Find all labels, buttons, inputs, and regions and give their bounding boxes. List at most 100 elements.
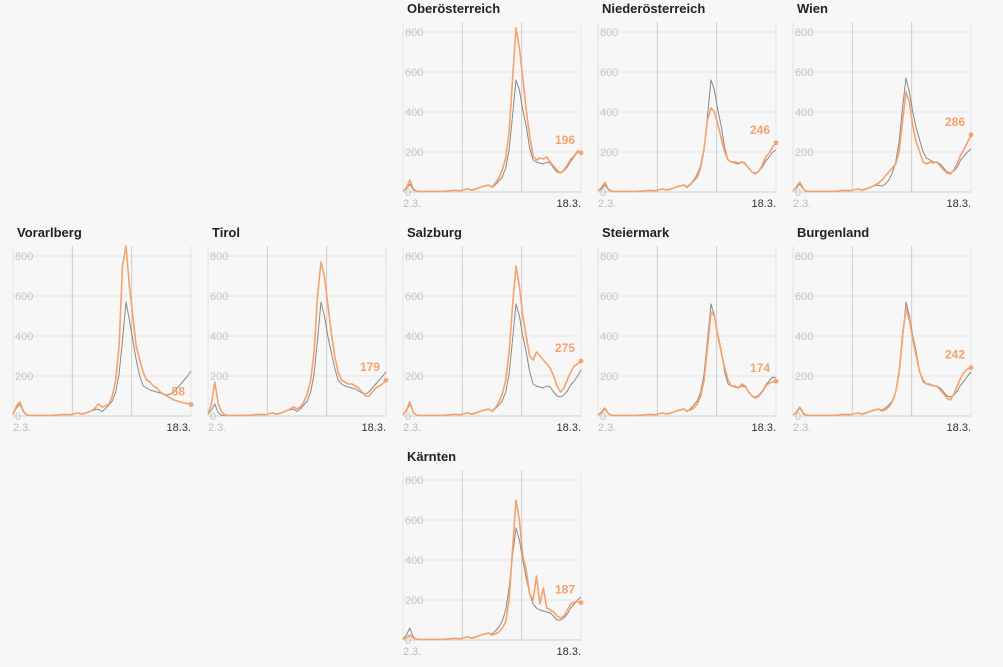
chart-burgenland: Burgenland 0 200 400 600 800 242 2.3. 18.3. [785,224,975,439]
series-line-orange [207,261,387,417]
series-line-orange [402,27,582,193]
chart-wien: Wien 0 200 400 600 800 286 2.3. 18.3. [785,0,975,215]
x-tick-label-start: 2.3. [793,422,811,434]
end-value-label: 196 [555,133,575,147]
y-tick-label: 800 [795,27,813,39]
y-tick-label: 0 [405,187,411,199]
x-tick-label-end: 18.3. [557,198,581,210]
x-tick-label-end: 18.3. [557,646,581,658]
plot-area [598,246,776,416]
y-tick-label: 800 [405,475,423,487]
chart-svg: 0 200 400 600 800 246 2.3. 18.3. [597,22,779,210]
y-tick-label: 800 [795,251,813,263]
chart-title: Oberösterreich [407,1,501,16]
plot-area [403,246,581,416]
y-tick-label: 400 [600,107,618,119]
y-tick-label: 600 [600,291,618,303]
x-tick-label-start: 2.3. [13,422,31,434]
chart-svg: 0 200 400 600 800 242 2.3. 18.3. [792,246,974,434]
y-tick-label: 800 [405,27,423,39]
series-line-orange [597,107,777,193]
x-tick-label-start: 2.3. [403,646,421,658]
y-tick-label: 400 [405,331,423,343]
y-tick-label: 200 [405,371,423,383]
y-tick-label: 800 [405,251,423,263]
y-tick-label: 600 [405,515,423,527]
series-line-orange [402,265,582,417]
end-point [968,132,974,138]
end-value-label: 179 [360,360,380,374]
chart-title: Niederösterreich [602,1,706,16]
chart-salzburg: Salzburg 0 200 400 600 800 275 2.3. 18.3. [395,224,585,439]
plot-area [793,22,971,192]
plot-area [208,246,386,416]
y-tick-label: 200 [405,595,423,607]
end-point [968,365,974,370]
end-point [188,402,194,407]
chart-title: Kärnten [407,449,457,464]
end-value-label: 58 [172,384,186,398]
y-tick-label: 600 [210,291,228,303]
chart-svg: 0 200 400 600 800 179 2.3. 18.3. [207,246,389,434]
y-tick-label: 400 [15,331,33,343]
y-tick-label: 400 [405,107,423,119]
x-tick-label-start: 2.3. [598,198,616,210]
x-tick-label-end: 18.3. [557,422,581,434]
series-line-orange [792,307,972,417]
chart-title: Salzburg [407,225,462,240]
y-tick-label: 600 [15,291,33,303]
x-tick-label-start: 2.3. [208,422,226,434]
end-point [578,150,584,156]
chart-svg: 0 200 400 600 800 275 2.3. 18.3. [402,246,584,434]
y-tick-label: 400 [795,107,813,119]
end-point [578,600,584,605]
y-tick-label: 200 [210,371,228,383]
chart-oberoesterreich: Oberösterreich 0 200 400 600 800 196 2.3. 18.3. [395,0,585,215]
y-tick-label: 0 [15,411,21,423]
y-tick-label: 200 [600,147,618,159]
y-tick-label: 0 [210,411,216,423]
y-tick-label: 200 [795,147,813,159]
y-tick-label: 0 [600,411,606,423]
chart-vorarlberg: Vorarlberg 0 200 400 600 800 58 2.3. 18.3. [5,224,195,439]
y-tick-label: 0 [405,635,411,647]
end-value-label: 174 [750,361,770,375]
end-value-label: 286 [945,115,965,129]
y-tick-label: 0 [795,411,801,423]
plot-area [793,246,971,416]
y-tick-label: 200 [15,371,33,383]
series-line-orange [792,91,972,193]
x-tick-label-start: 2.3. [598,422,616,434]
x-tick-label-end: 18.3. [752,198,776,210]
y-tick-label: 0 [795,187,801,199]
y-tick-label: 200 [795,371,813,383]
series-line-orange [12,245,192,417]
y-tick-label: 800 [600,251,618,263]
x-tick-label-end: 18.3. [752,422,776,434]
x-tick-label-start: 2.3. [403,422,421,434]
chart-niederoesterreich: Niederösterreich 0 200 400 600 800 246 2.3. 18.… [590,0,780,215]
y-tick-label: 200 [600,371,618,383]
y-tick-label: 400 [405,555,423,567]
chart-svg: 0 200 400 600 800 187 2.3. 18.3. [402,470,584,658]
series-line-orange [402,499,582,641]
y-tick-label: 0 [405,411,411,423]
chart-steiermark: Steiermark 0 200 400 600 800 174 2.3. 18.3. [590,224,780,439]
y-tick-label: 400 [210,331,228,343]
x-tick-label-end: 18.3. [362,422,386,434]
chart-svg: 0 200 400 600 800 286 2.3. 18.3. [792,22,974,210]
chart-svg: 0 200 400 600 800 196 2.3. 18.3. [402,22,584,210]
chart-title: Wien [797,1,828,16]
chart-svg: 0 200 400 600 800 58 2.3. 18.3. [12,245,194,434]
end-point [578,358,584,364]
x-tick-label-end: 18.3. [947,422,971,434]
end-value-label: 242 [945,348,965,362]
y-tick-label: 600 [795,67,813,79]
y-tick-label: 0 [600,187,606,199]
end-value-label: 187 [555,583,575,597]
y-tick-label: 600 [795,291,813,303]
y-tick-label: 400 [795,331,813,343]
end-value-label: 246 [750,123,770,137]
end-point [773,140,779,146]
y-tick-label: 600 [405,291,423,303]
